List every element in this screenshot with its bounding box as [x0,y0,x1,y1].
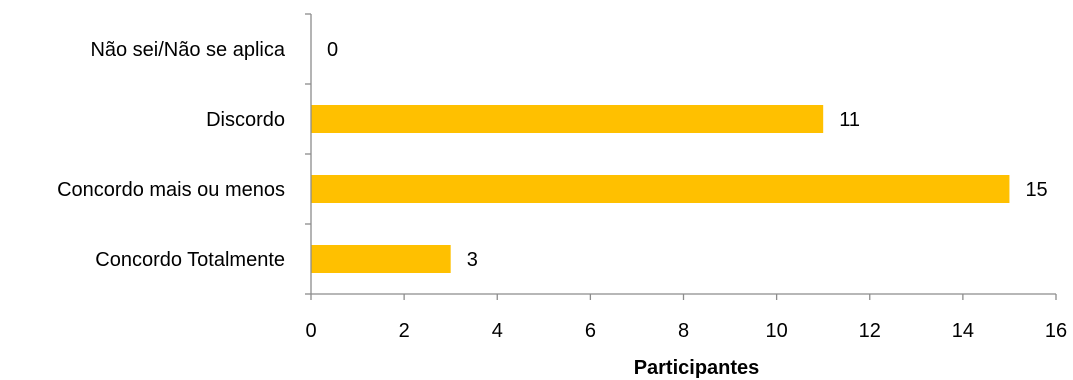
data-label: 15 [1025,179,1047,201]
x-tick-label: 12 [859,320,881,342]
x-axis-title: Participantes [634,357,760,379]
y-axis-ticks [305,13,311,295]
category-labels-group: Não sei/Não se aplica Discordo Concordo ma… [57,39,286,271]
category-label: Concordo mais ou menos [57,179,285,201]
category-label: Concordo Totalmente [95,249,285,271]
data-label: 0 [327,39,338,61]
x-tick-label: 8 [678,320,689,342]
data-labels-group: 0 11 15 3 [327,39,1048,271]
bar [311,175,1010,203]
x-tick-label: 0 [305,320,316,342]
data-label: 3 [467,249,478,271]
x-tick-label: 4 [492,320,503,342]
bar [311,105,824,133]
x-axis-ticks [310,294,1057,300]
x-tick-label: 14 [952,320,974,342]
category-label: Não sei/Não se aplica [90,39,285,61]
x-tick-label: 2 [399,320,410,342]
bar [311,245,451,273]
data-label: 11 [839,109,860,131]
category-label: Discordo [206,109,285,131]
bars-group [311,105,1010,273]
x-tick-label: 10 [766,320,788,342]
x-tick-label: 16 [1045,320,1067,342]
x-tick-labels-group: 0 2 4 6 8 10 12 14 16 [305,320,1067,342]
x-tick-label: 6 [585,320,596,342]
